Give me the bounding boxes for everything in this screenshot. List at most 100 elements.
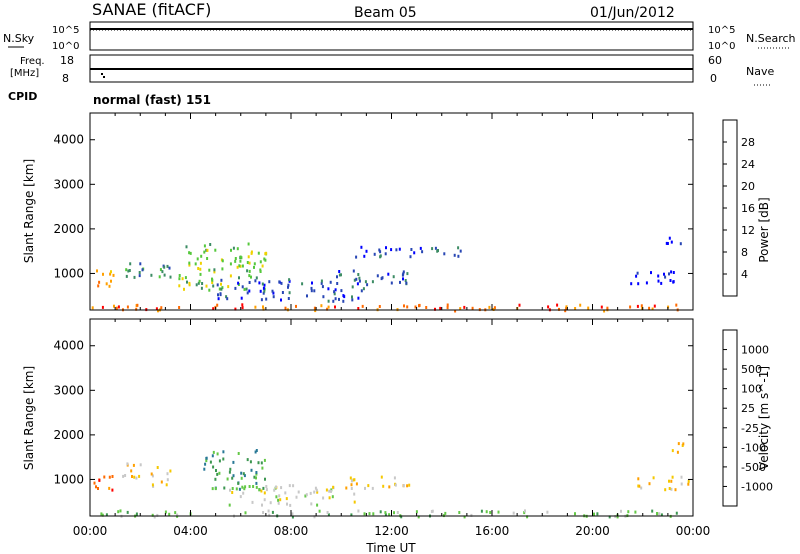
power-data-cell xyxy=(306,294,308,298)
velocity-y-tick-label: 1000 xyxy=(53,472,84,486)
velocity-data-cell xyxy=(660,513,663,517)
power-data-cell xyxy=(254,305,257,309)
power-data-cell xyxy=(113,304,115,308)
power-y-tick-label: 3000 xyxy=(53,177,84,191)
velocity-data-cell xyxy=(232,474,235,478)
velocity-data-cell xyxy=(318,509,321,513)
velocity-data-cell xyxy=(634,510,637,514)
power-data-cell xyxy=(327,305,330,309)
power-data-cell xyxy=(668,236,671,240)
velocity-data-cell xyxy=(166,472,169,476)
power-data-cell xyxy=(574,307,577,310)
power-data-cell xyxy=(234,257,237,260)
power-data-cell xyxy=(241,303,244,307)
velocity-data-cell xyxy=(350,483,353,487)
power-data-cell xyxy=(125,268,128,272)
power-data-cell xyxy=(248,281,251,284)
velocity-data-cell xyxy=(364,486,366,490)
velocity-data-cell xyxy=(417,515,420,519)
velocity-data-cell xyxy=(326,511,329,514)
power-data-cell xyxy=(248,261,251,265)
velocity-data-cell xyxy=(151,513,154,517)
power-data-cell xyxy=(358,276,361,280)
power-data-cell xyxy=(201,282,204,285)
power-data-cell xyxy=(214,248,217,252)
power-data-cell xyxy=(376,274,379,278)
power-data-cell xyxy=(263,257,266,261)
power-data-cell xyxy=(358,279,361,283)
velocity-data-cell xyxy=(252,485,255,488)
velocity-data-cell xyxy=(265,488,268,492)
velocity-data-cell xyxy=(596,512,599,516)
velocity-data-cell xyxy=(244,511,247,515)
power-data-cell xyxy=(446,306,449,310)
power-data-cell xyxy=(360,245,363,249)
power-data-cell xyxy=(399,280,401,284)
power-data-cell xyxy=(184,276,187,280)
velocity-data-cell xyxy=(209,460,212,464)
velocity-data-cell xyxy=(670,487,673,491)
power-data-cell xyxy=(150,273,153,277)
velocity-data-cell xyxy=(352,478,355,482)
velocity-data-cell xyxy=(485,510,488,514)
power-data-cell xyxy=(188,281,191,285)
power-data-cell xyxy=(366,283,369,287)
velocity-data-cell xyxy=(671,475,674,479)
power-data-cell xyxy=(178,274,181,277)
velocity-data-cell xyxy=(463,515,466,519)
velocity-data-cell xyxy=(278,494,281,498)
velocity-data-cell xyxy=(95,485,97,489)
power-data-cell xyxy=(363,254,366,258)
velocity-data-cell xyxy=(372,512,375,516)
power-data-cell xyxy=(128,269,131,272)
velocity-data-cell xyxy=(648,482,651,486)
velocity-data-cell xyxy=(444,511,447,515)
power-data-cell xyxy=(629,305,632,309)
power-data-cell xyxy=(379,254,382,258)
power-data-cell xyxy=(240,296,243,300)
power-data-cell xyxy=(221,286,224,290)
velocity-data-cell xyxy=(254,450,257,454)
velocity-data-cell xyxy=(400,515,403,519)
velocity-data-cell xyxy=(98,478,101,482)
power-panel-frame xyxy=(89,112,694,311)
power-data-cell xyxy=(334,297,337,301)
power-data-cell xyxy=(653,304,656,308)
velocity-data-cell xyxy=(608,515,611,519)
velocity-data-cell xyxy=(593,512,595,516)
power-data-cell xyxy=(434,307,436,311)
velocity-data-cell xyxy=(268,513,271,517)
velocity-data-cell xyxy=(380,475,383,479)
beam-label: Beam 05 xyxy=(354,5,417,21)
power-data-cell xyxy=(336,275,338,279)
power-data-cell xyxy=(110,279,112,283)
power-data-cell xyxy=(136,303,139,307)
velocity-data-cell xyxy=(322,496,325,500)
velocity-data-cell xyxy=(204,462,207,466)
power-data-cell xyxy=(404,279,407,282)
power-data-cell xyxy=(392,275,395,279)
velocity-colorbar-frame xyxy=(722,329,738,507)
velocity-data-cell xyxy=(166,478,169,482)
power-data-cell xyxy=(669,279,672,282)
power-data-cell xyxy=(155,307,158,311)
power-data-cell xyxy=(409,255,412,259)
power-data-cell xyxy=(518,303,521,307)
power-data-cell xyxy=(326,307,329,311)
power-data-cell xyxy=(390,248,393,252)
power-data-cell xyxy=(431,247,434,251)
velocity-data-cell xyxy=(682,442,685,446)
power-data-cell xyxy=(241,285,244,289)
power-data-cell xyxy=(453,253,456,257)
velocity-data-cell xyxy=(353,500,356,504)
power-data-cell xyxy=(211,281,214,284)
power-data-cell xyxy=(281,291,284,294)
power-data-cell xyxy=(650,271,652,275)
power-data-cell xyxy=(169,275,172,279)
velocity-data-cell xyxy=(108,475,111,479)
velocity-data-cell xyxy=(244,485,247,489)
velocity-data-cell xyxy=(246,458,249,462)
velocity-data-cell xyxy=(251,500,254,504)
velocity-data-cell xyxy=(379,510,382,514)
power-data-cell xyxy=(434,246,437,250)
